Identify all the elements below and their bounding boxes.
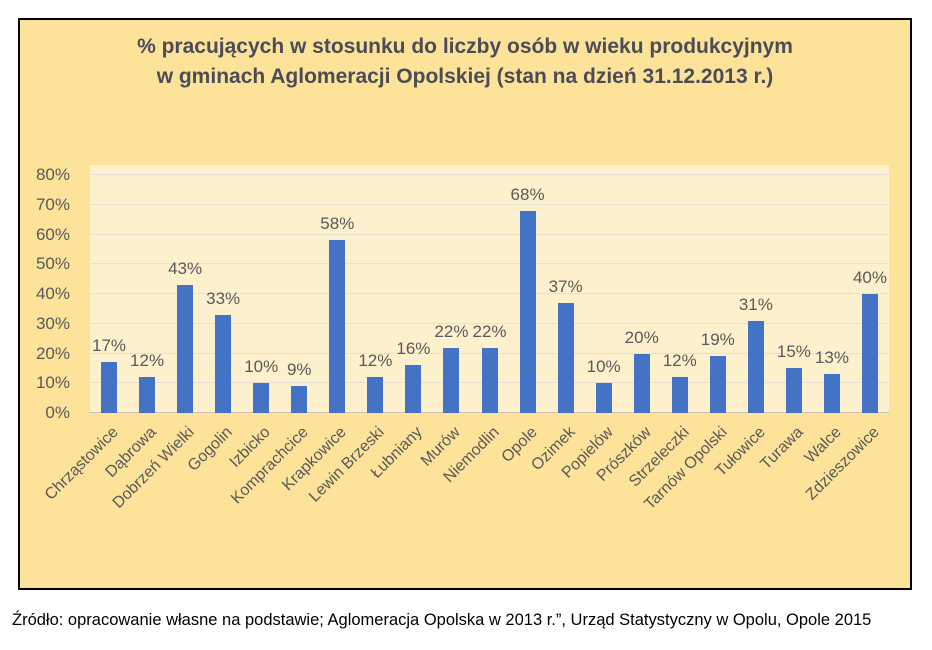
bar-value-label: 12%: [662, 351, 697, 371]
bar: [785, 368, 802, 413]
gridline: [90, 322, 889, 324]
y-tick-label: 40%: [35, 284, 70, 303]
bar: [405, 365, 422, 413]
bar: [709, 356, 726, 413]
bar-value-label: 10%: [586, 357, 621, 377]
gridline: [90, 263, 889, 265]
chart-title-line1: % pracujących w stosunku do liczby osób …: [137, 35, 793, 58]
bar: [747, 320, 764, 413]
x-axis: Chrząstowice Dąbrowa Dobrzeń Wielki Gogolin…: [42, 423, 889, 585]
bar-value-label: 20%: [624, 327, 659, 347]
bar: [671, 377, 688, 413]
y-tick-label: 60%: [35, 224, 70, 244]
bar: [367, 377, 384, 413]
bar-value-label: 15%: [776, 342, 811, 362]
gridline: [90, 233, 889, 235]
bar: [519, 210, 536, 413]
y-tick-label: 30%: [35, 313, 70, 333]
bar: [595, 383, 612, 413]
bar-value-label: 68%: [510, 184, 545, 204]
bar-value-label: 58%: [320, 214, 355, 234]
bar-value-label: 22%: [434, 321, 469, 341]
y-axis: 0% 10% 20% 30% 40% 50% 60% 70% 80%: [20, 20, 70, 592]
bar-value-label: 37%: [548, 276, 583, 296]
gridline: [90, 293, 889, 294]
bar-value-label: 9%: [286, 360, 312, 380]
bar: [139, 377, 156, 413]
bar-value-label: 16%: [396, 339, 431, 359]
bar: [101, 362, 118, 413]
bar: [253, 383, 270, 413]
gridline: [90, 203, 889, 205]
source-caption: Źródło: opracowanie własne na podstawie;…: [12, 611, 872, 629]
chart-title: % pracujących w stosunku do liczby osób …: [20, 32, 910, 92]
bar-value-label: 12%: [130, 351, 165, 371]
bar-value-label: 12%: [358, 351, 393, 371]
bar: [557, 302, 574, 413]
bar: [329, 240, 346, 413]
bar: [861, 294, 878, 413]
bar-value-label: 13%: [814, 348, 849, 368]
plot-area: 17% 12% 43% 33% 10% 9% 58% 12% 16% 22% 22% 68% 37% 10…: [90, 165, 889, 413]
bar: [823, 374, 840, 413]
y-tick-label: 20%: [35, 343, 70, 363]
bar: [291, 386, 308, 413]
bar-value-label: 31%: [738, 294, 773, 314]
bar-value-label: 40%: [852, 268, 887, 287]
gridline: [90, 174, 889, 175]
bar-value-label: 43%: [168, 259, 203, 279]
bar-value-label: 22%: [472, 321, 507, 341]
y-tick-label: 50%: [35, 254, 70, 274]
y-tick-label: 70%: [35, 194, 70, 214]
y-tick-label: 10%: [35, 373, 70, 393]
y-tick-label: 0%: [45, 403, 70, 422]
y-tick-label: 80%: [35, 165, 70, 184]
bar: [215, 314, 232, 413]
bar: [177, 285, 194, 413]
chart-frame: % pracujących w stosunku do liczby osób …: [18, 18, 912, 590]
bar-value-label: 19%: [700, 330, 735, 350]
bar: [481, 347, 498, 413]
bar: [443, 347, 460, 413]
bar-value-label: 10%: [244, 357, 279, 377]
bar-value-label: 33%: [206, 288, 241, 308]
bar-value-label: 17%: [92, 336, 127, 356]
bar: [633, 353, 650, 413]
chart-title-line2: w gminach Aglomeracji Opolskiej (stan na…: [156, 65, 774, 88]
